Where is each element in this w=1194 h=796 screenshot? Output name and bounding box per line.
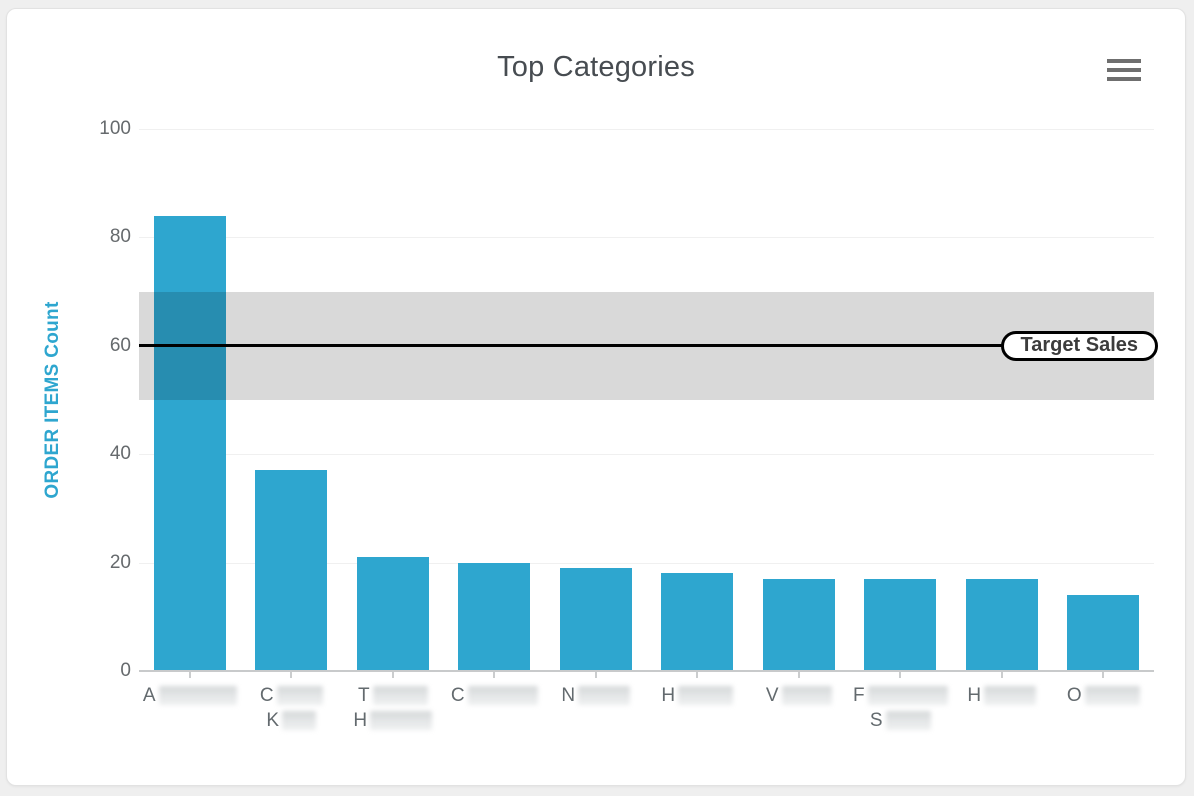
bar-slot [647,129,749,671]
bars-layer [139,129,1154,671]
x-label-letter: T [357,685,370,706]
bar-slot [342,129,444,671]
x-axis-label: H [647,683,749,708]
redacted-label-blur [867,686,948,705]
x-axis-tick [1102,672,1105,678]
bar-category-4[interactable] [458,562,531,671]
x-label-letter: C [450,685,465,706]
x-axis-tick [1000,672,1003,678]
x-axis-line [139,670,1154,672]
redacted-label-blur [276,686,323,705]
x-label-letter: N [561,685,576,706]
bar-slot [850,129,952,671]
y-axis-tick-label: 20 [109,551,131,573]
x-axis-tick [188,672,191,678]
x-axis-label: C [444,683,546,708]
x-label-letter: F [852,685,865,706]
redacted-label-blur [984,686,1037,705]
y-axis-tick-label: 60 [109,334,131,356]
x-axis-label: V [748,683,850,708]
x-label-letter: H [353,710,368,731]
bar-category-1[interactable] [153,215,226,671]
x-axis-label: O [1053,683,1155,708]
redacted-label-blur [372,686,428,705]
redacted-label-blur [781,686,832,705]
x-axis-tick [899,672,902,678]
x-axis-tick [696,672,699,678]
hamburger-icon [1107,59,1141,81]
bar-slot [951,129,1053,671]
target-sales-label: Target Sales [1000,330,1158,361]
x-label-letter: O [1066,685,1082,706]
gridline [139,237,1154,239]
x-label-letter: H [967,685,982,706]
x-axis-label: N [545,683,647,708]
redacted-label-blur [578,686,631,705]
bar-slot [241,129,343,671]
redacted-label-blur [370,711,433,730]
target-sales-label-text: Target Sales [1020,334,1138,357]
bar-category-6[interactable] [661,573,734,671]
chart-card: Top Categories ORDER ITEMS Count 0 20 40 60… [6,8,1186,786]
gridline [139,562,1154,564]
bar-category-10[interactable] [1067,595,1140,671]
y-axis-labels: 0 20 40 60 80 100 [7,118,131,681]
x-axis-label: H [951,683,1053,708]
bar-category-5[interactable] [559,568,632,671]
bar-slot [444,129,546,671]
redacted-label-blur [678,686,734,705]
y-axis-tick-label: 80 [109,226,131,248]
x-axis-label: A [139,683,241,708]
x-label-letter: A [142,685,156,706]
x-label-letter: V [765,685,779,706]
bar-slot [1053,129,1155,671]
x-axis-tick [290,672,293,678]
gridline [139,129,1154,130]
gridline [139,454,1154,456]
x-label-letter: S [869,710,883,731]
bar-category-2[interactable] [255,470,328,671]
bar-slot [545,129,647,671]
x-axis-tick [391,672,394,678]
chart-menu-button[interactable] [1107,59,1141,85]
x-axis-tick [594,672,597,678]
redacted-label-blur [1084,686,1140,705]
x-label-letter: C [259,685,274,706]
redacted-label-blur [467,686,538,705]
y-axis-tick-label: 0 [120,660,131,681]
bar-slot [139,129,241,671]
target-line [139,344,1154,348]
redacted-label-blur [885,711,931,730]
x-label-letter: H [661,685,676,706]
chart-title: Top Categories [497,51,695,83]
bar-category-7[interactable] [762,578,835,671]
y-axis-tick-label: 100 [99,118,131,139]
plot-area: Target Sales [139,129,1158,678]
y-axis-tick-label: 40 [109,443,131,465]
bar-category-9[interactable] [965,578,1038,671]
x-label-letter: K [266,710,280,731]
bar-category-3[interactable] [356,557,429,671]
bar-slot [748,129,850,671]
redacted-label-blur [282,711,317,730]
x-axis-tick [493,672,496,678]
bar-category-8[interactable] [864,578,937,671]
x-axis-tick [797,672,800,678]
redacted-label-blur [158,686,237,705]
